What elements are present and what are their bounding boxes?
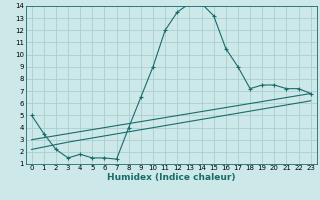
X-axis label: Humidex (Indice chaleur): Humidex (Indice chaleur) [107,173,236,182]
